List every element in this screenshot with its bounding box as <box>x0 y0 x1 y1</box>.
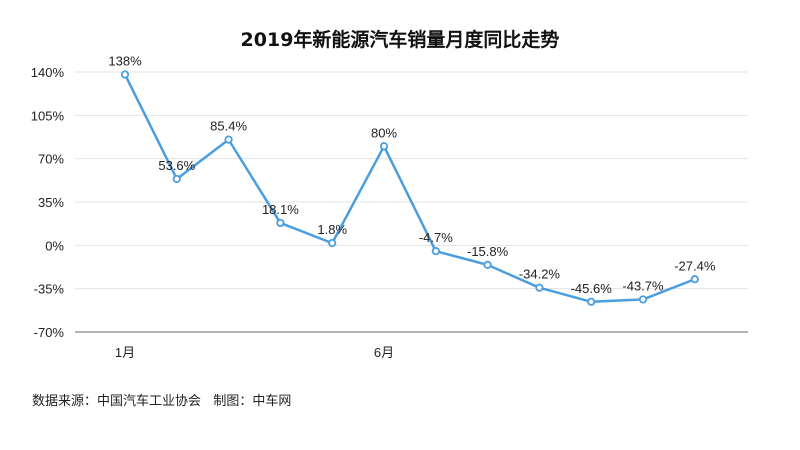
data-point <box>379 142 389 151</box>
y-tick-label: 70% <box>38 152 64 167</box>
data-label: -4.7% <box>419 230 453 245</box>
y-tick-label: 0% <box>45 238 64 253</box>
data-label: -27.4% <box>674 258 716 273</box>
data-point <box>587 297 596 306</box>
y-tick-label: -35% <box>34 282 65 297</box>
y-tick-label: 140% <box>31 65 65 80</box>
data-point <box>328 239 337 248</box>
data-point <box>120 70 130 79</box>
data-point <box>483 260 492 269</box>
data-label: -15.8% <box>467 244 509 259</box>
data-label: 18.1% <box>262 202 299 217</box>
data-point <box>535 283 544 292</box>
y-axis: 140% 105% 70% 35% 0% -35% -70% <box>31 65 65 340</box>
series <box>120 70 699 306</box>
x-tick-label: 6月 <box>374 345 394 360</box>
data-point <box>690 275 699 284</box>
chart-title: 2019年新能源汽车销量月度同比走势 <box>241 28 560 51</box>
x-axis: 1月 6月 <box>115 345 394 360</box>
data-point <box>276 218 285 228</box>
data-label: 1.8% <box>317 222 347 237</box>
y-tick-label: -70% <box>34 325 65 340</box>
data-label: 85.4% <box>210 119 247 134</box>
data-point <box>638 295 648 304</box>
data-point <box>431 247 440 256</box>
data-label: 138% <box>108 53 142 68</box>
data-point <box>172 174 181 184</box>
x-tick-label: 1月 <box>115 345 135 360</box>
data-label: -45.6% <box>571 281 613 296</box>
data-labels: 138% 53.6% 85.4% 18.1% 1.8% 80% -4.7% -15.8% -34… <box>108 53 715 295</box>
y-tick-label: 35% <box>38 195 64 210</box>
data-label: 53.6% <box>158 158 195 173</box>
source-note: 数据来源：中国汽车工业协会 制图：中车网 <box>32 394 292 409</box>
data-label: -34.2% <box>519 267 561 282</box>
data-label: 80% <box>371 125 397 140</box>
y-tick-label: 105% <box>31 108 65 123</box>
data-point <box>224 135 233 144</box>
grid <box>75 71 748 333</box>
data-label: -43.7% <box>622 278 664 293</box>
series-line <box>123 73 696 304</box>
